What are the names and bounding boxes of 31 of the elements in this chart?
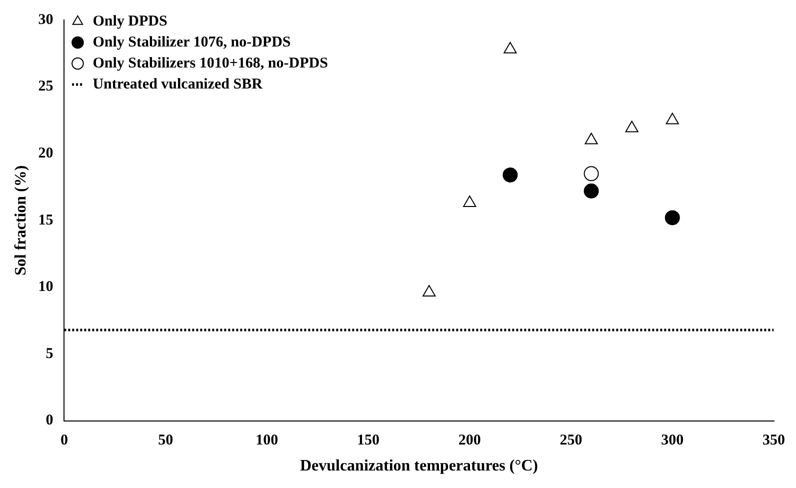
x-axis-title: Devulcanization temperatures (°C) — [300, 458, 538, 475]
point — [422, 285, 436, 297]
point — [584, 184, 599, 199]
point — [463, 196, 476, 208]
y-axis-title: Sol fraction (%) — [12, 165, 30, 276]
point — [504, 42, 517, 54]
legend-label: Only Stabilizer 1076, no-DPDS — [92, 34, 291, 50]
y-tick-label: 10 — [38, 279, 54, 296]
point — [625, 120, 638, 132]
point — [502, 167, 518, 182]
legend-label: Only Stabilizers 1010+168, no-DPDS — [92, 55, 328, 72]
point — [666, 112, 679, 124]
legend-label: Untreated vulcanized SBR — [92, 76, 263, 92]
y-tick-label: 15 — [38, 212, 54, 228]
y-tick-label: 20 — [38, 145, 54, 162]
y-tick-label: 0 — [46, 412, 54, 429]
y-tick-label: 5 — [46, 346, 54, 362]
x-tick-label: 200 — [458, 432, 481, 449]
x-tick-label: 0 — [60, 432, 68, 449]
point — [664, 210, 680, 226]
y-tick-label: 25 — [38, 78, 54, 95]
x-tick-label: 150 — [357, 432, 380, 449]
x-tick-label: 300 — [661, 432, 684, 449]
point — [584, 166, 599, 182]
x-tick-label: 350 — [762, 432, 785, 449]
x-tick-label: 50 — [158, 432, 174, 449]
legend-label: Only DPDS — [92, 13, 168, 30]
point — [584, 132, 598, 144]
x-tick-label: 250 — [560, 432, 582, 449]
x-tick-label: 100 — [256, 432, 278, 449]
y-tick-label: 30 — [38, 12, 54, 28]
